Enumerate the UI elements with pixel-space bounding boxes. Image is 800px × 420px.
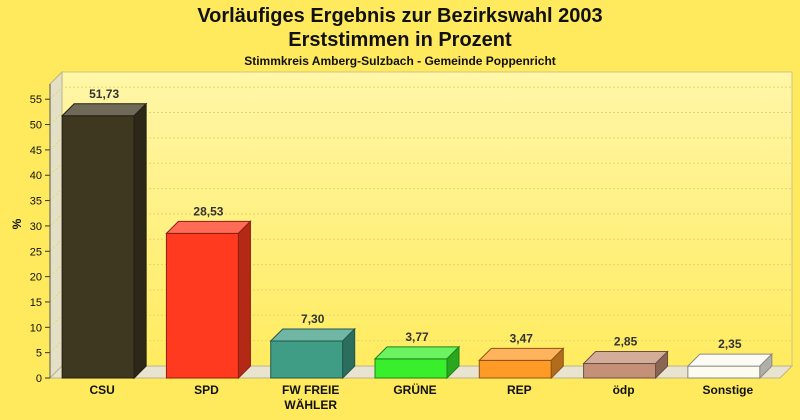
- y-tick-label: 30: [30, 221, 42, 233]
- bars: [60, 102, 774, 380]
- y-tick-label: 55: [30, 94, 42, 106]
- data-label: 7,30: [301, 312, 325, 326]
- bar-front: [583, 363, 657, 379]
- bar-ödp: [582, 350, 669, 380]
- bar-spd: [165, 220, 252, 380]
- x-tick-label: ödp: [613, 383, 635, 397]
- bar-rep: [478, 347, 565, 380]
- data-label: 51,73: [89, 87, 119, 101]
- bar-side: [133, 102, 147, 380]
- bar-front: [687, 365, 761, 379]
- y-tick-label: 10: [30, 322, 42, 334]
- x-tick-label: FW FREIE WÄHLER: [282, 383, 339, 412]
- bar-side: [237, 220, 251, 380]
- x-tick-label: CSU: [89, 383, 114, 397]
- y-tick-label: 40: [30, 170, 42, 182]
- labels: 51,73 CSU 28,53 SPD 7,30 FW FREIE WÄHLER 3,77 GR…: [89, 87, 753, 412]
- bar-sonstige: [686, 352, 774, 380]
- x-tick-label: Sonstige: [703, 383, 754, 397]
- y-axis: 0 5 10 15 20 25 30 35 40 45 50 55: [30, 84, 51, 385]
- x-tick-label: REP: [507, 383, 532, 397]
- y-tick-label: 35: [30, 196, 42, 208]
- bar-front: [374, 358, 448, 379]
- x-tick-label: SPD: [194, 383, 219, 397]
- bar-top: [165, 220, 252, 234]
- chart-title-line2: Erststimmen in Prozent: [288, 29, 512, 51]
- y-tick-label: 20: [30, 272, 42, 284]
- bar-top: [373, 346, 461, 360]
- data-label: 2,85: [614, 335, 638, 349]
- data-label: 3,47: [510, 331, 534, 345]
- y-tick-label: 50: [30, 120, 42, 132]
- bar-front: [270, 340, 344, 379]
- bar-front: [478, 359, 552, 379]
- bar-top: [269, 328, 356, 342]
- bar-fw-freie-wähler: [269, 327, 356, 380]
- x-tick-label: GRÜNE: [393, 382, 436, 397]
- chart-subtitle: Stimmkreis Amberg-Sulzbach - Gemeinde Po…: [244, 54, 556, 68]
- data-label: 3,77: [405, 330, 429, 344]
- y-tick-label: 45: [30, 145, 42, 157]
- bar-side: [759, 352, 773, 380]
- bar-front: [61, 115, 135, 379]
- bar-top: [60, 103, 148, 117]
- bar-front: [165, 232, 239, 379]
- y-tick-label: 25: [30, 246, 42, 258]
- y-tick-label: 5: [36, 348, 42, 360]
- bar-top: [582, 351, 669, 365]
- gridline: [49, 86, 792, 100]
- data-label: 28,53: [193, 204, 223, 218]
- y-tick-label: 0: [36, 373, 42, 385]
- bar-top: [478, 347, 565, 361]
- data-label: 2,35: [718, 337, 742, 351]
- bar-grüne: [373, 345, 461, 380]
- bar-side: [550, 347, 564, 380]
- y-tick-label: 15: [30, 297, 42, 309]
- bar-side: [446, 345, 460, 380]
- bar-top: [686, 353, 774, 367]
- chart-title-line1: Vorläufiges Ergebnis zur Bezirkswahl 200…: [197, 5, 603, 27]
- bar-side: [342, 327, 356, 380]
- y-axis-label: %: [10, 218, 24, 229]
- bar-side: [655, 350, 669, 380]
- chart-title-block: Vorläufiges Ergebnis zur Bezirkswahl 200…: [0, 4, 800, 68]
- bar-csu: [60, 102, 148, 380]
- gridline: [49, 112, 792, 125]
